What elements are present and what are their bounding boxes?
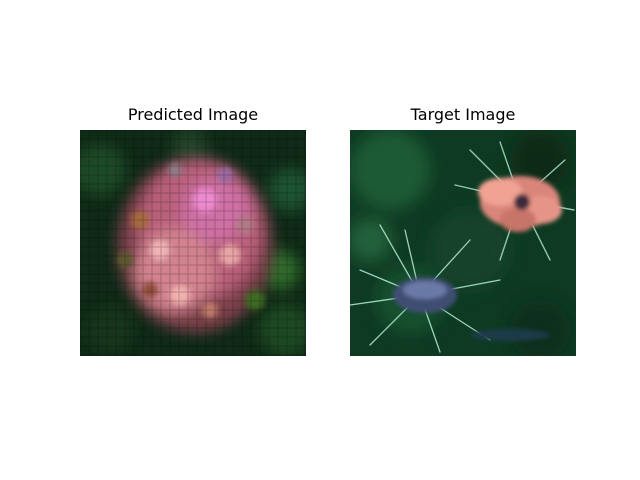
predicted-image-title: Predicted Image bbox=[127, 105, 259, 124]
target-image bbox=[350, 130, 576, 356]
predicted-image bbox=[80, 130, 306, 356]
target-image-title: Target Image bbox=[410, 105, 516, 124]
